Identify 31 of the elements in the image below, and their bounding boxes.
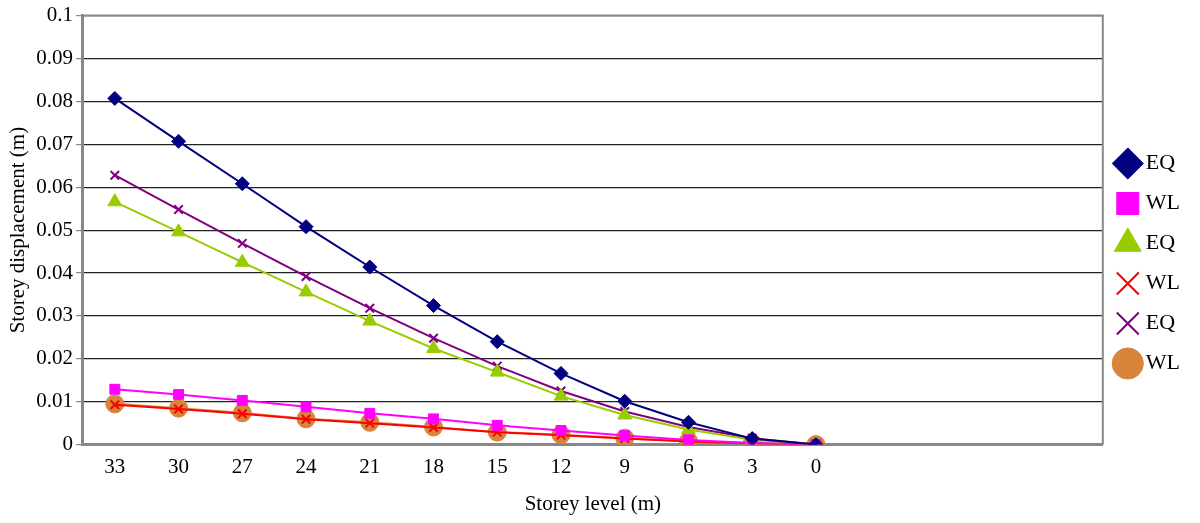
x-tick-label: 0 bbox=[810, 453, 822, 478]
x-tick-label: 21 bbox=[359, 453, 381, 478]
y-tick-label: 0.09 bbox=[36, 45, 73, 70]
x-tick-label: 27 bbox=[231, 453, 253, 478]
y-tick-label: 0.08 bbox=[36, 87, 73, 112]
x-axis-title: Storey level (m) bbox=[524, 490, 662, 515]
y-tick-label: 0.02 bbox=[36, 345, 73, 370]
legend-label: EQ bbox=[1145, 149, 1176, 175]
legend-label: WL bbox=[1145, 189, 1180, 215]
y-axis-title: Storey displacement (m) bbox=[5, 126, 30, 334]
y-tick-label: 0.04 bbox=[36, 259, 74, 284]
legend-label: WL bbox=[1145, 269, 1180, 295]
x-tick-label: 6 bbox=[683, 453, 694, 478]
y-tick-label: 0.07 bbox=[36, 130, 73, 155]
y-tick-label: 0.1 bbox=[46, 2, 73, 27]
x-tick-label: 18 bbox=[423, 453, 445, 478]
y-tick-label: 0.05 bbox=[36, 216, 73, 241]
x-tick-label: 33 bbox=[104, 453, 126, 478]
legend-label: EQ bbox=[1145, 229, 1176, 255]
x-tick-label: 9 bbox=[619, 453, 630, 478]
y-tick-label: 0.06 bbox=[36, 173, 73, 198]
legend-label: WL bbox=[1145, 349, 1180, 375]
legend-label: EQ bbox=[1145, 309, 1176, 335]
y-tick-label: 0.03 bbox=[36, 302, 73, 327]
x-tick-label: 3 bbox=[746, 453, 758, 478]
x-tick-label: 24 bbox=[295, 453, 318, 478]
x-tick-label: 12 bbox=[550, 453, 572, 478]
x-tick-label: 15 bbox=[486, 453, 508, 478]
y-tick-label: 0.01 bbox=[36, 388, 73, 413]
x-tick-label: 30 bbox=[168, 453, 190, 478]
y-tick-label: 0 bbox=[62, 431, 73, 456]
